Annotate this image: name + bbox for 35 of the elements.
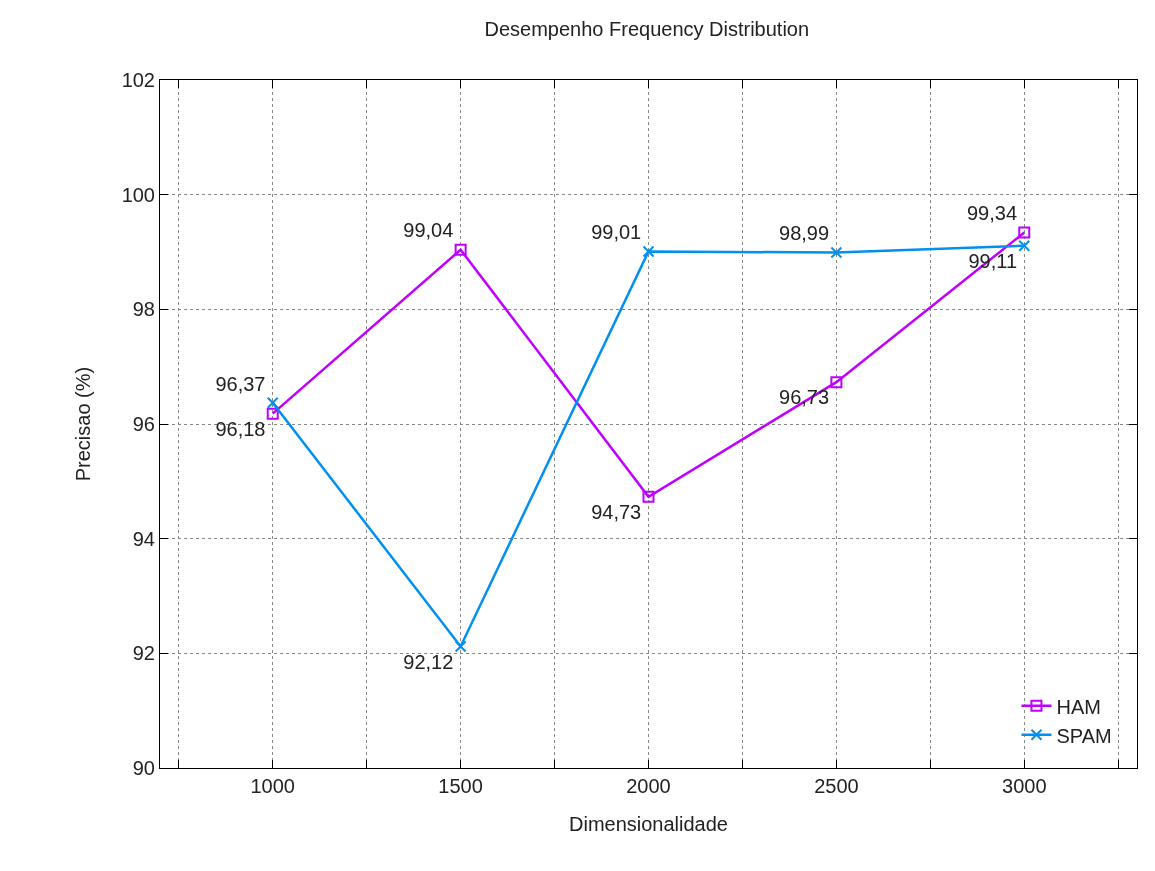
y-tick-label: 102 [121, 69, 155, 91]
x-axis-title: Dimensionalidade [569, 812, 728, 835]
legend-label: SPAM [1056, 724, 1112, 747]
data-label: 96,37 [215, 372, 266, 395]
data-label: 94,73 [591, 501, 642, 524]
data-label: 99,01 [591, 221, 642, 244]
y-axis-title: Precisao (%) [72, 366, 95, 482]
x-tick-label: 1000 [250, 775, 295, 797]
data-label: 98,99 [779, 222, 830, 245]
y-tick-label: 98 [132, 298, 155, 321]
point [266, 407, 279, 420]
x-tick-label: 2500 [814, 775, 859, 797]
x-tick-label: 2000 [626, 775, 671, 797]
x-tick-label: 1500 [438, 775, 483, 797]
point [454, 243, 467, 256]
y-tick-label: 90 [132, 757, 155, 779]
y-tick-label: 100 [121, 183, 155, 206]
point [830, 376, 843, 389]
data-label: 92,12 [403, 650, 454, 673]
point [1018, 239, 1031, 252]
data-label: 96,18 [215, 417, 266, 440]
y-tick-label: 94 [132, 527, 155, 550]
data-label: 99,04 [403, 219, 454, 242]
point [642, 245, 655, 258]
y-tick-label: 92 [132, 642, 155, 665]
y-tick-label: 96 [132, 413, 155, 435]
point [454, 640, 467, 653]
legend-label: HAM [1056, 695, 1101, 718]
point [266, 396, 279, 409]
point [642, 490, 655, 503]
data-label: 99,34 [966, 202, 1018, 225]
point [830, 246, 843, 259]
point [1018, 226, 1031, 239]
chart-title: Desempenho Frequency Distribution [484, 17, 810, 40]
x-tick-label: 3000 [1002, 775, 1047, 797]
